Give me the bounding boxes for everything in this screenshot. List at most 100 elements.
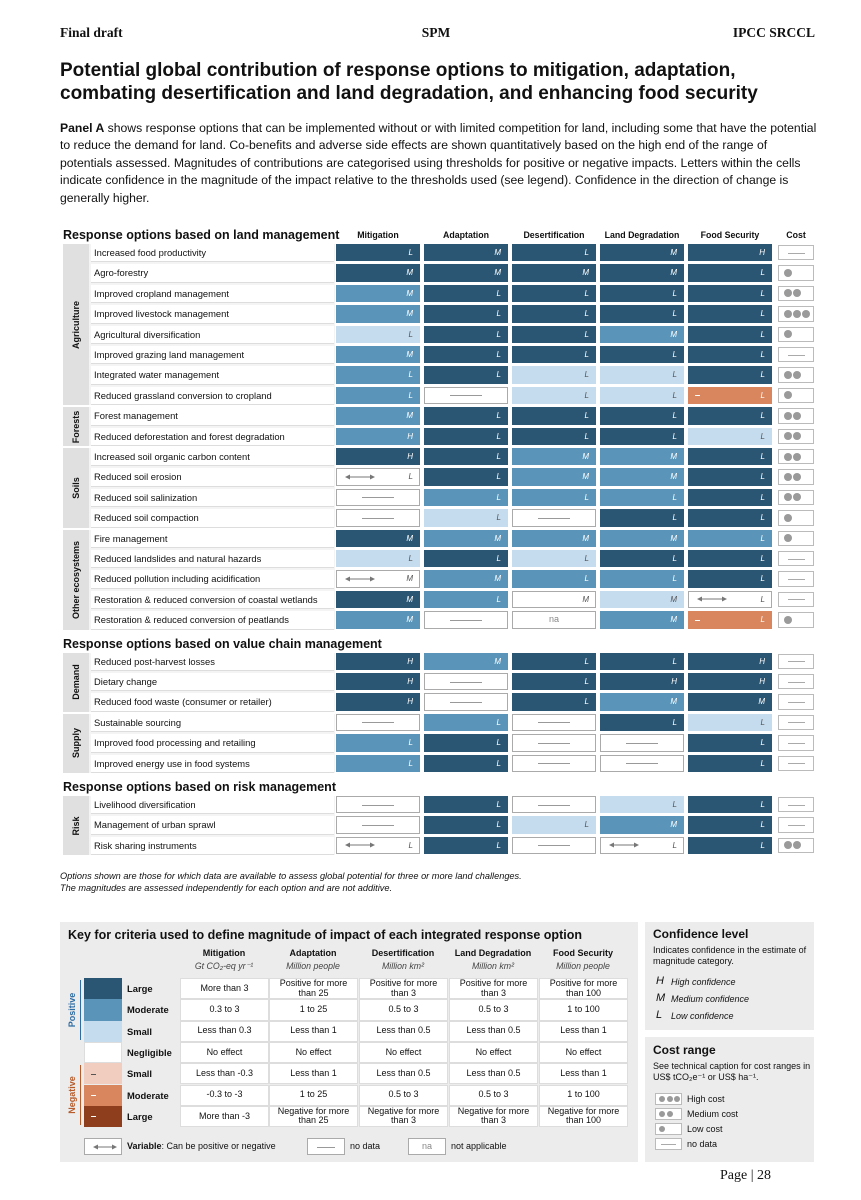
confidence-letter: L xyxy=(672,309,677,319)
negative-dash xyxy=(91,1095,96,1097)
confidence-letter: L xyxy=(408,248,413,257)
confidence-letter: L xyxy=(584,248,589,257)
confidence-letter: L xyxy=(760,288,765,298)
confidence-letter: M xyxy=(582,533,589,543)
confidence-letter: L xyxy=(760,840,765,850)
key-value: 1 to 100 xyxy=(567,1089,600,1100)
key-value: Positive for more than 100 xyxy=(549,978,618,998)
impact-cell: H xyxy=(336,448,420,466)
cost-cell xyxy=(778,694,814,710)
confidence-letter: L xyxy=(760,738,765,748)
confidence-letter: L xyxy=(760,431,765,441)
impact-cell: L xyxy=(512,570,596,588)
cost-cell xyxy=(778,428,814,444)
key-value: 1 to 100 xyxy=(567,1004,600,1015)
no-data-line xyxy=(787,763,805,765)
impact-cell xyxy=(336,713,420,732)
cost-dot xyxy=(784,615,792,624)
impact-cell: L xyxy=(688,407,772,425)
confidence-letter: L xyxy=(496,350,501,359)
title: Potential global contribution of respons… xyxy=(60,60,758,104)
confidence-letter: L xyxy=(496,594,501,604)
group-label: Agriculture xyxy=(71,300,81,349)
cost-cell xyxy=(778,367,814,383)
key-value-cell: Less than 0.5 xyxy=(449,1020,538,1042)
confidence-letter: L xyxy=(760,513,765,523)
confidence-letter: L xyxy=(672,350,677,359)
key-swatch xyxy=(84,1041,122,1064)
confidence-letter: L xyxy=(760,615,765,625)
confidence-letter: L xyxy=(496,717,501,727)
key-value: Positive for more than 3 xyxy=(369,978,438,998)
confidence-letter: L xyxy=(672,431,677,441)
row-label: Agro-forestry xyxy=(91,264,334,283)
cost-cell xyxy=(778,551,814,567)
page-number: Page | 28 xyxy=(720,1168,772,1183)
impact-cell xyxy=(424,611,508,629)
variable-arrow xyxy=(93,1144,117,1149)
confidence-letter: L xyxy=(672,554,677,563)
confidence-letter: H xyxy=(407,677,413,686)
key-value-cell: Less than 0.3 xyxy=(180,1020,269,1042)
key-column-unit: Million km² xyxy=(381,961,425,971)
no-data-line xyxy=(317,1146,335,1148)
cost-legend-box xyxy=(655,1108,682,1120)
note: The magnitudes are assessed independentl… xyxy=(60,883,392,893)
impact-cell: M xyxy=(688,693,772,711)
confidence-letter: M xyxy=(494,656,501,666)
key-value-cell: 1 to 100 xyxy=(539,1084,628,1106)
confidence-letter: M xyxy=(670,533,677,543)
key-value: More than 3 xyxy=(200,982,249,993)
impact-cell: L xyxy=(512,284,596,303)
confidence-letter: L xyxy=(672,492,677,502)
impact-cell: L xyxy=(600,407,684,425)
confidence-letter: L xyxy=(584,329,589,339)
cost-cell xyxy=(778,265,814,281)
row-label: Reduced food waste (consumer or retailer… xyxy=(91,693,334,712)
key-value: 0.5 to 3 xyxy=(478,1004,509,1015)
impact-cell: L xyxy=(688,611,772,629)
key-swatch xyxy=(84,1084,122,1106)
cost-dot xyxy=(659,1096,665,1102)
no-data-line xyxy=(449,619,483,621)
impact-cell: L xyxy=(424,305,508,323)
key-value-cell: Less than 1 xyxy=(269,1020,358,1042)
key-value: Negative for more than 3 xyxy=(367,1105,440,1126)
key-value: Less than -0.3 xyxy=(195,1068,254,1079)
impact-cell: L xyxy=(688,366,772,384)
group-box: Supply xyxy=(63,713,89,773)
key-value-cell: 1 to 100 xyxy=(539,999,628,1021)
impact-cell xyxy=(512,713,596,732)
confidence-letter: M xyxy=(670,248,677,257)
group-label: Demand xyxy=(71,664,81,700)
key-column-unit: Million people xyxy=(556,961,610,971)
impact-cell: M xyxy=(424,529,508,547)
confidence-letter: L xyxy=(496,840,501,850)
confidence-letter: L xyxy=(656,1009,663,1021)
confidence-letter: M xyxy=(670,452,677,461)
cost-dot xyxy=(793,452,801,461)
impact-cell: L xyxy=(688,448,772,466)
impact-cell: L xyxy=(688,284,772,303)
key-value-cell: Less than 1 xyxy=(269,1063,358,1085)
confidence-letter: L xyxy=(584,288,589,298)
impact-cell: L xyxy=(688,816,772,834)
impact-cell: L xyxy=(424,713,508,732)
impact-cell: L xyxy=(688,796,772,814)
cost-cell xyxy=(778,797,814,813)
row-label: Improved grazing land management xyxy=(91,346,334,365)
key-group-arrow xyxy=(80,980,81,1040)
confidence-letter: M xyxy=(582,594,589,604)
impact-cell: L xyxy=(600,836,684,855)
cost-cell xyxy=(778,489,814,506)
column-header: Desertification xyxy=(523,230,585,240)
negative-dash xyxy=(91,1116,96,1118)
cost-legend-text: no data xyxy=(687,1139,718,1149)
impact-cell: L xyxy=(512,407,596,425)
group-label: Forests xyxy=(71,410,81,443)
key-column-name: Adaptation xyxy=(289,948,337,958)
impact-cell: L xyxy=(688,570,772,588)
key-value: Less than 0.5 xyxy=(376,1068,431,1079)
confidence-letter: L xyxy=(584,677,589,686)
impact-cell xyxy=(424,693,508,711)
